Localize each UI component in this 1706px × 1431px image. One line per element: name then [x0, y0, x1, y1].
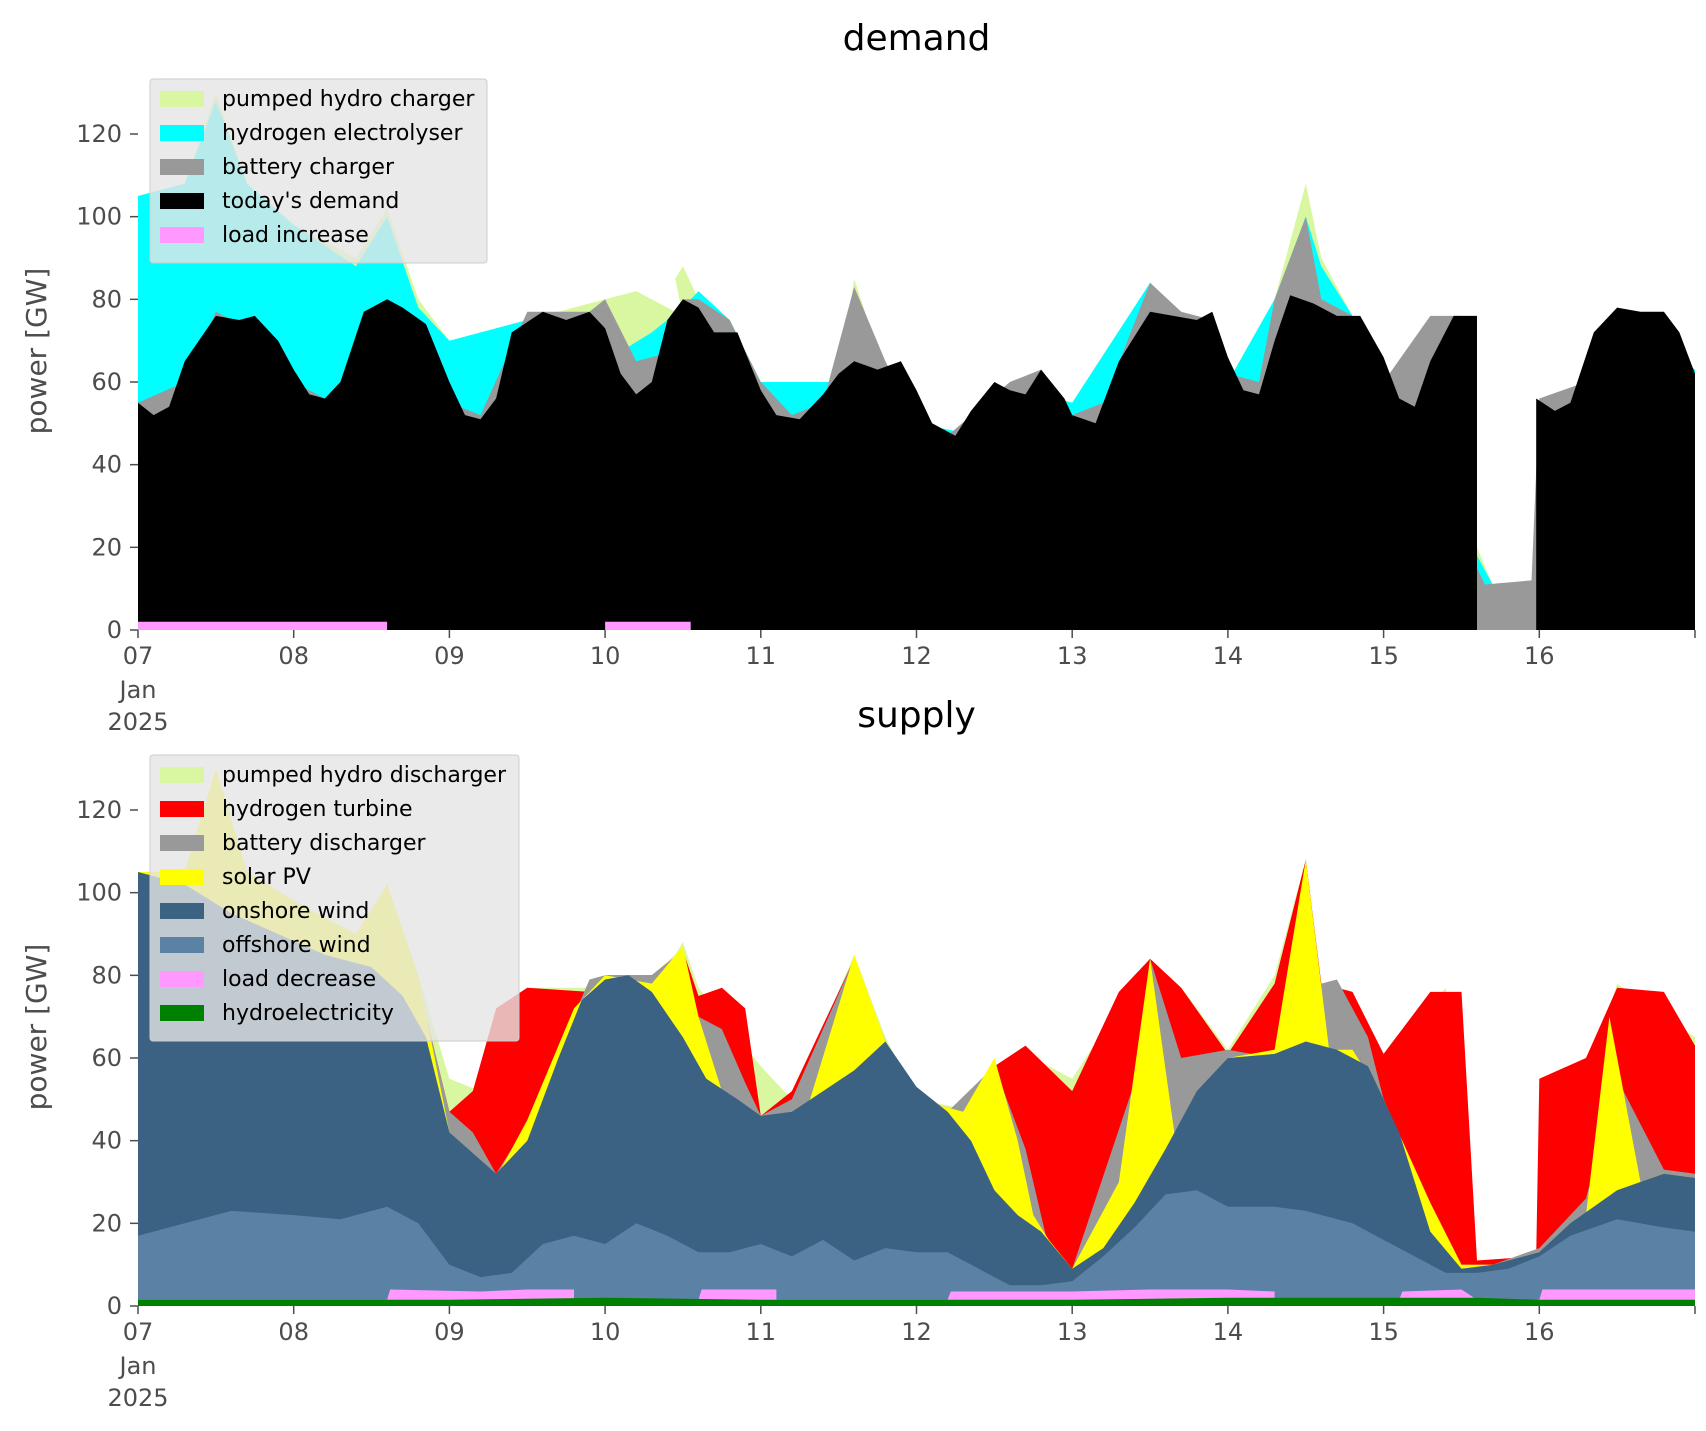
y-tick-label: 40 — [91, 451, 122, 479]
x-tick-label: 16 — [1524, 642, 1555, 670]
legend-swatch-hydrogen-turbine — [160, 801, 204, 817]
legend-label-battery-discharger: battery discharger — [222, 831, 427, 856]
x-tick-label: 11 — [746, 642, 777, 670]
x-tick-label: 15 — [1368, 642, 1399, 670]
legend-label-load-decrease: load decrease — [222, 967, 376, 992]
legend-label-solar-pv: solar PV — [222, 865, 311, 890]
y-tick-label: 100 — [76, 879, 122, 907]
x-tick-label: 07 — [123, 642, 154, 670]
legend-swatch-load-decrease — [160, 971, 204, 987]
legend-label-load-increase: load increase — [222, 223, 369, 248]
x-tick-label: 09 — [434, 1318, 465, 1346]
x-tick-label: 11 — [746, 1318, 777, 1346]
legend-label-onshore-wind: onshore wind — [222, 899, 369, 924]
legend-label-hydroelectricity: hydroelectricity — [222, 1001, 394, 1026]
legend-label-pumped-hydro-charger: pumped hydro charger — [222, 87, 475, 112]
x-tick-label: 10 — [590, 642, 621, 670]
legend-label-hydrogen-turbine: hydrogen turbine — [222, 797, 413, 822]
legend-label-battery-charger: battery charger — [222, 155, 395, 180]
y-axis: 0 20 40 60 80 100 120 — [76, 120, 138, 644]
x-date-sublabel: 2025 — [107, 708, 168, 736]
x-tick-label: 15 — [1368, 1318, 1399, 1346]
y-tick-label: 80 — [91, 961, 122, 989]
legend-label-hydrogen-electrolyser: hydrogen electrolyser — [222, 121, 463, 146]
series-areas — [138, 92, 1695, 630]
x-tick-label: 09 — [434, 642, 465, 670]
y-tick-label: 0 — [107, 1292, 122, 1320]
x-date-sublabel: 2025 — [107, 1384, 168, 1412]
legend-swatch-onshore-wind — [160, 903, 204, 919]
series-area-today-s-demand — [138, 295, 1695, 630]
x-tick-label: 08 — [278, 1318, 309, 1346]
legend-swatch-solar-pv — [160, 869, 204, 885]
x-tick-label: 10 — [590, 1318, 621, 1346]
y-tick-label: 120 — [76, 796, 122, 824]
chart-title: supply — [857, 695, 976, 736]
y-tick-label: 120 — [76, 120, 122, 148]
y-axis-label: power [GW] — [20, 268, 53, 435]
x-tick-label: 14 — [1213, 642, 1244, 670]
series-area-offshore-wind — [138, 1190, 1695, 1306]
series-area-onshore-wind — [138, 872, 1695, 1306]
y-tick-label: 80 — [91, 285, 122, 313]
legend-swatch-load-increase — [160, 227, 204, 243]
x-tick-label: 14 — [1213, 1318, 1244, 1346]
x-tick-label: 12 — [901, 642, 932, 670]
legend-box — [149, 754, 520, 1042]
y-axis: 0 20 40 60 80 100 120 — [76, 796, 138, 1320]
legend-swatch-hydrogen-electrolyser — [160, 125, 204, 141]
y-tick-label: 20 — [91, 1209, 122, 1237]
legend-swatch-pumped-hydro-discharger — [160, 767, 204, 783]
legend-swatch-battery-discharger — [160, 835, 204, 851]
x-axis: 07 08 09 10 11 12 13 14 15 16 Jan 2025 — [107, 1306, 1696, 1412]
legend-swatch-battery-charger — [160, 159, 204, 175]
x-date-sublabel: Jan — [118, 676, 157, 704]
y-tick-label: 60 — [91, 368, 122, 396]
legend-swatch-hydroelectricity — [160, 1005, 204, 1021]
legend-swatch-today-s-demand — [160, 193, 204, 209]
legend: pumped hydro discharger hydrogen turbine b… — [149, 754, 520, 1042]
x-tick-label: 07 — [123, 1318, 154, 1346]
legend-label-today-s-demand: today's demand — [222, 189, 399, 214]
supply-panel: supply 0 20 40 60 80 100 120 power [GW] 07 08 09 10 1… — [20, 695, 1696, 1412]
legend-swatch-offshore-wind — [160, 937, 204, 953]
y-tick-label: 40 — [91, 1127, 122, 1155]
x-tick-label: 12 — [901, 1318, 932, 1346]
legend-box — [149, 78, 488, 264]
series-areas — [138, 768, 1695, 1306]
y-tick-label: 20 — [91, 533, 122, 561]
legend-label-pumped-hydro-discharger: pumped hydro discharger — [222, 763, 507, 788]
x-date-sublabel: Jan — [118, 1352, 157, 1380]
y-axis-label: power [GW] — [20, 944, 53, 1111]
y-tick-label: 100 — [76, 203, 122, 231]
x-axis: 07 08 09 10 11 12 13 14 15 16 Jan 2025 — [107, 630, 1696, 736]
chart-title: demand — [843, 18, 991, 59]
x-tick-label: 13 — [1057, 1318, 1088, 1346]
demand-panel: demand 0 20 40 60 80 100 120 power [GW] 07 08 09 10 1… — [20, 18, 1696, 736]
series-area-load-increase — [138, 621, 1695, 630]
legend-label-offshore-wind: offshore wind — [222, 933, 371, 958]
legend-swatch-pumped-hydro-charger — [160, 91, 204, 107]
legend: pumped hydro charger hydrogen electrolyse… — [149, 78, 488, 264]
x-tick-label: 08 — [278, 642, 309, 670]
x-tick-label: 13 — [1057, 642, 1088, 670]
y-tick-label: 60 — [91, 1044, 122, 1072]
y-tick-label: 0 — [107, 616, 122, 644]
series-area-hydroelectricity — [138, 1297, 1695, 1306]
x-tick-label: 16 — [1524, 1318, 1555, 1346]
